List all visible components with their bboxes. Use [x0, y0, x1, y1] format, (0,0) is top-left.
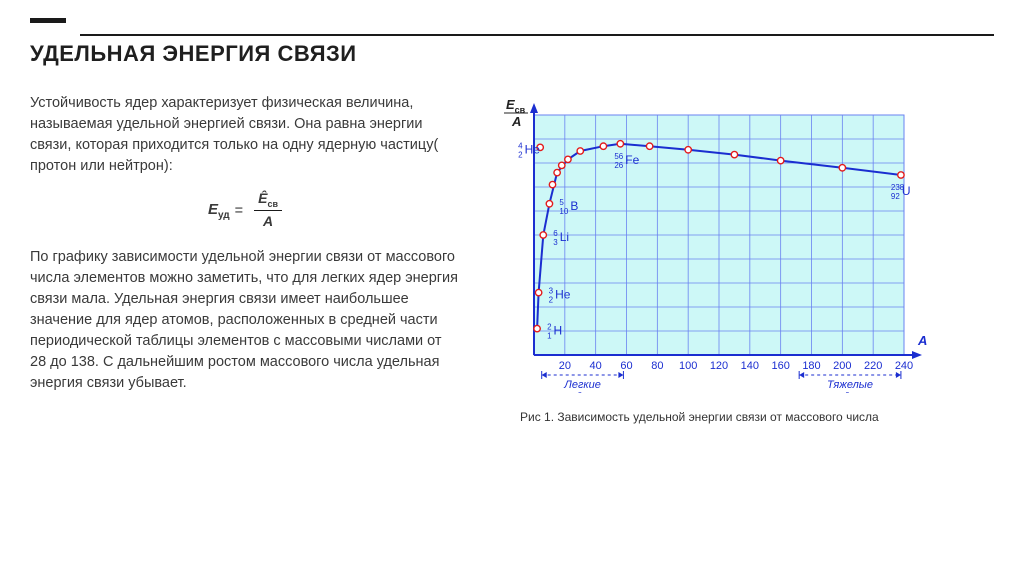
svg-text:Eсв: Eсв — [506, 97, 526, 115]
slide-accent-dash — [30, 18, 66, 23]
svg-text:A: A — [511, 114, 521, 129]
svg-text:60: 60 — [620, 360, 632, 372]
svg-text:Тяжелые: Тяжелые — [827, 379, 873, 391]
svg-text:80: 80 — [651, 360, 663, 372]
formula-num-sub: св — [267, 199, 278, 209]
formula-den: A — [259, 211, 277, 231]
svg-text:220: 220 — [864, 360, 882, 372]
svg-text:Легкие: Легкие — [563, 379, 601, 391]
svg-text:120: 120 — [710, 360, 728, 372]
svg-text:40: 40 — [590, 360, 602, 372]
paragraph-1: Устойчивость ядер характеризует физическ… — [30, 93, 460, 177]
svg-text:ядра: ядра — [837, 391, 862, 393]
svg-text:20: 20 — [559, 360, 571, 372]
page-title: УДЕЛЬНАЯ ЭНЕРГИЯ СВЯЗИ — [30, 41, 994, 67]
formula-fraction: Êсв A — [254, 191, 282, 231]
svg-text:240: 240 — [895, 360, 913, 372]
svg-text:ядра: ядра — [569, 391, 594, 393]
svg-text:180: 180 — [802, 360, 820, 372]
formula-eq: = — [235, 201, 243, 222]
formula-lhs-sub: уд — [218, 210, 230, 221]
svg-text:100: 100 — [679, 360, 697, 372]
formula-lhs-sym: E — [208, 201, 218, 218]
paragraph-2: По графику зависимости удельной энергии … — [30, 247, 460, 394]
svg-text:A: A — [917, 333, 927, 348]
binding-energy-chart: 20406080100120140160180200220240AEсвA42H… — [488, 93, 928, 393]
svg-text:140: 140 — [741, 360, 759, 372]
chart-area: 20406080100120140160180200220240AEсвA42H… — [488, 93, 994, 398]
formula: Eуд = Êсв A — [30, 191, 460, 231]
formula-num: Êсв — [254, 191, 282, 211]
formula-lhs: Eуд — [208, 199, 230, 224]
text-column: Устойчивость ядер характеризует физическ… — [30, 93, 460, 424]
chart-caption: Рис 1. Зависимость удельной энергии связ… — [520, 410, 930, 424]
content-columns: Устойчивость ядер характеризует физическ… — [30, 93, 994, 424]
svg-text:160: 160 — [771, 360, 789, 372]
svg-text:200: 200 — [833, 360, 851, 372]
slide-top-rule — [80, 34, 994, 36]
chart-column: 20406080100120140160180200220240AEсвA42H… — [488, 93, 994, 424]
